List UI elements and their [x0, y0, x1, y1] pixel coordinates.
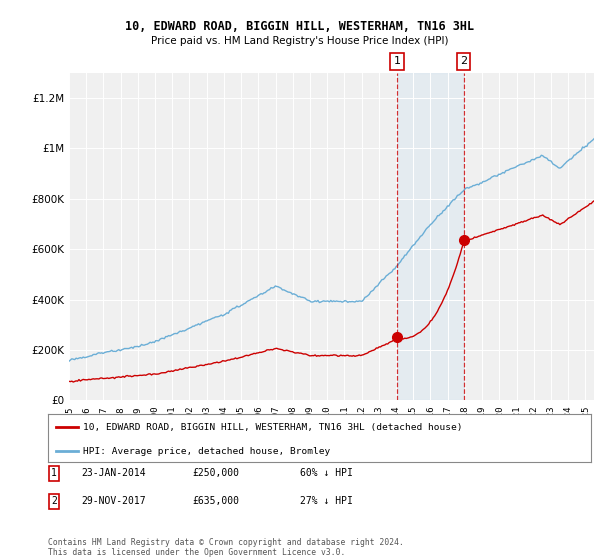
Text: £250,000: £250,000	[192, 468, 239, 478]
Text: 1: 1	[51, 468, 57, 478]
Text: 27% ↓ HPI: 27% ↓ HPI	[300, 496, 353, 506]
Text: 10, EDWARD ROAD, BIGGIN HILL, WESTERHAM, TN16 3HL: 10, EDWARD ROAD, BIGGIN HILL, WESTERHAM,…	[125, 20, 475, 32]
Text: 1: 1	[394, 56, 401, 66]
Text: £635,000: £635,000	[192, 496, 239, 506]
Text: 10, EDWARD ROAD, BIGGIN HILL, WESTERHAM, TN16 3HL (detached house): 10, EDWARD ROAD, BIGGIN HILL, WESTERHAM,…	[83, 423, 463, 432]
Text: 29-NOV-2017: 29-NOV-2017	[81, 496, 146, 506]
Text: 2: 2	[460, 56, 467, 66]
Text: Price paid vs. HM Land Registry's House Price Index (HPI): Price paid vs. HM Land Registry's House …	[151, 36, 449, 46]
Text: 2: 2	[51, 496, 57, 506]
Text: 60% ↓ HPI: 60% ↓ HPI	[300, 468, 353, 478]
Text: HPI: Average price, detached house, Bromley: HPI: Average price, detached house, Brom…	[83, 446, 331, 455]
Text: 23-JAN-2014: 23-JAN-2014	[81, 468, 146, 478]
Bar	[397, 73, 464, 400]
Text: Contains HM Land Registry data © Crown copyright and database right 2024.
This d: Contains HM Land Registry data © Crown c…	[48, 538, 404, 557]
